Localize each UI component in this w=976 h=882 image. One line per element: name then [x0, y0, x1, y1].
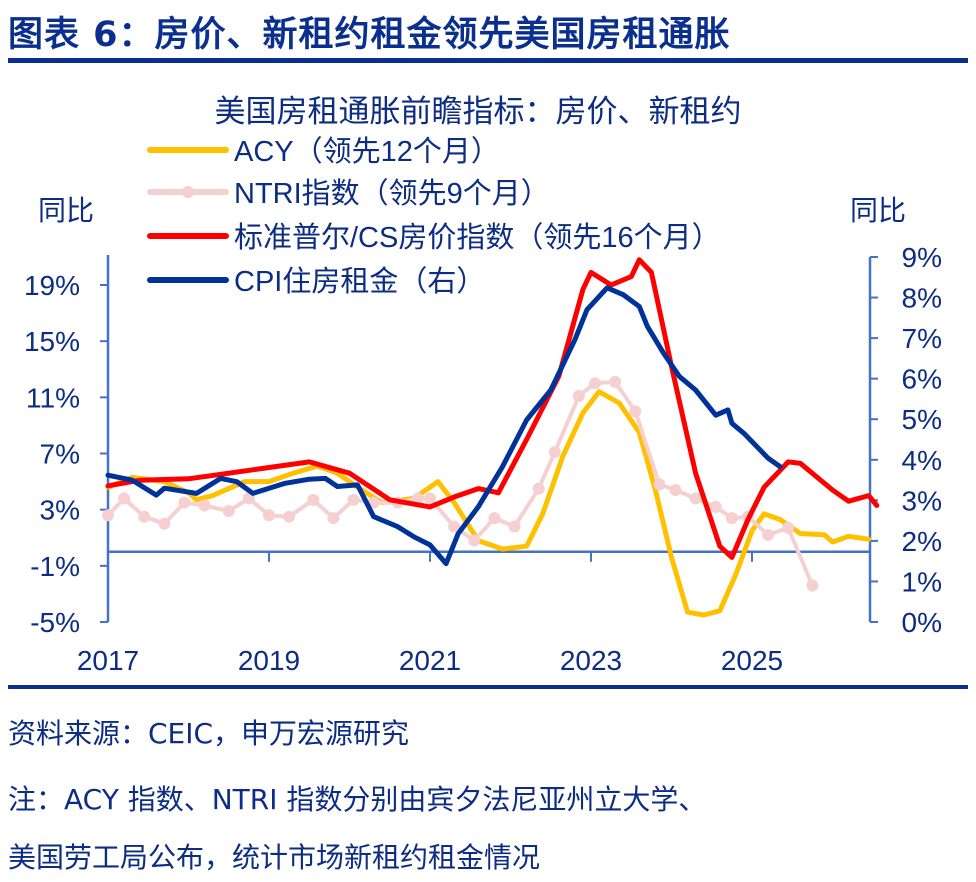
- axes: -5% -1% 3% 7% 11% 15% 19% 0% 1% 2% 3% 4% 5% 6% 7% 8% 9% 2…: [24, 242, 942, 676]
- chart: 美国房租通胀前瞻指标：房价、新租约 同比 同比 ACY（领先12个月） NTRI指…: [24, 94, 942, 676]
- legend-label-3: 标准普尔/CS房价指数（领先16个月）: [234, 221, 721, 254]
- ntri-data-point: [327, 512, 340, 525]
- legend-label-1: ACY（领先12个月）: [234, 135, 500, 168]
- ntri-data-point: [508, 520, 521, 533]
- ntri-data-point: [609, 375, 622, 388]
- right-tick-label: 7%: [902, 323, 942, 354]
- legend-label-4: CPI住房租金（右）: [234, 265, 485, 298]
- right-tick-label: 2%: [902, 526, 942, 557]
- left-tick-label: 7%: [40, 439, 80, 470]
- x-tick-label: 2017: [77, 645, 139, 676]
- ntri-data-point: [198, 499, 211, 512]
- series-lines: [102, 257, 880, 618]
- x-tick-label: 2023: [560, 645, 622, 676]
- right-tick-label: 0%: [902, 607, 942, 638]
- ntri-data-point: [411, 492, 424, 505]
- right-tick-label: 4%: [902, 445, 942, 476]
- ntri-data-point: [629, 405, 642, 418]
- note-line-1: 注：ACY 指数、NTRI 指数分别由宾夕法尼亚州立大学、: [8, 783, 707, 816]
- x-tick-label: 2025: [721, 645, 783, 676]
- left-tick-label: -5%: [30, 607, 80, 638]
- legend: ACY（领先12个月） NTRI指数（领先9个月） 标准普尔/CS房价指数（领先16…: [147, 135, 721, 298]
- ntri-data-point: [548, 446, 561, 459]
- x-tick-label: 2019: [238, 645, 300, 676]
- figure-title: 图表 6：房价、新租约租金领先美国房租通胀: [8, 15, 731, 55]
- right-tick-label: 3%: [902, 485, 942, 516]
- x-tick-label: 2021: [399, 645, 461, 676]
- ntri-data-point: [178, 496, 191, 509]
- right-tick-label: 1%: [902, 566, 942, 597]
- title-rule: [8, 58, 968, 63]
- bottom-rule: [8, 685, 968, 689]
- note-line-2: 美国劳工局公布，统计市场新租约租金情况: [8, 841, 541, 874]
- ntri-data-point: [689, 492, 702, 505]
- left-tick-label: 11%: [26, 382, 80, 413]
- series-line-4: [105, 285, 783, 567]
- ntri-data-point: [709, 500, 722, 513]
- ntri-data-point: [806, 579, 819, 592]
- ntri-data-point: [424, 492, 436, 505]
- ntri-data-point: [669, 484, 682, 497]
- left-tick-label: -1%: [30, 551, 80, 582]
- legend-marker: [182, 186, 194, 198]
- left-tick-label: 3%: [40, 495, 80, 526]
- left-tick-label: 19%: [24, 270, 80, 301]
- right-tick-label: 6%: [902, 364, 942, 395]
- ntri-data-point: [102, 509, 114, 522]
- ntri-data-point: [448, 520, 461, 533]
- ntri-data-point: [572, 389, 585, 402]
- ntri-data-point: [762, 528, 775, 541]
- ntri-data-point: [589, 377, 602, 390]
- legend-label-2: NTRI指数（领先9个月）: [234, 177, 550, 210]
- ntri-data-point: [138, 510, 151, 523]
- series-line-1: [105, 389, 872, 618]
- ntri-data-point: [782, 521, 795, 534]
- left-tick-label: 15%: [24, 326, 80, 357]
- ntri-data-point: [222, 505, 235, 518]
- source-text: 资料来源：CEIC，申万宏源研究: [8, 717, 410, 750]
- ntri-data-point: [532, 482, 545, 495]
- series-line-3: [105, 257, 880, 560]
- right-tick-label: 9%: [902, 242, 942, 273]
- ntri-data-point: [263, 509, 275, 522]
- right-tick-label: 5%: [902, 404, 942, 435]
- ntri-data-point: [725, 512, 738, 525]
- ntri-data-point: [158, 517, 171, 530]
- ntri-data-point: [307, 493, 320, 506]
- chart-title: 美国房租通胀前瞻指标：房价、新租约: [215, 94, 742, 129]
- right-tick-label: 8%: [902, 283, 942, 314]
- ntri-data-point: [118, 492, 131, 505]
- ntri-data-point: [283, 510, 296, 523]
- left-axis-label: 同比: [38, 195, 94, 226]
- right-axis-label: 同比: [850, 195, 906, 226]
- ntri-data-point: [347, 493, 360, 506]
- ntri-data-point: [488, 512, 501, 525]
- ntri-data-point: [653, 478, 666, 491]
- ntri-data-point: [468, 534, 481, 547]
